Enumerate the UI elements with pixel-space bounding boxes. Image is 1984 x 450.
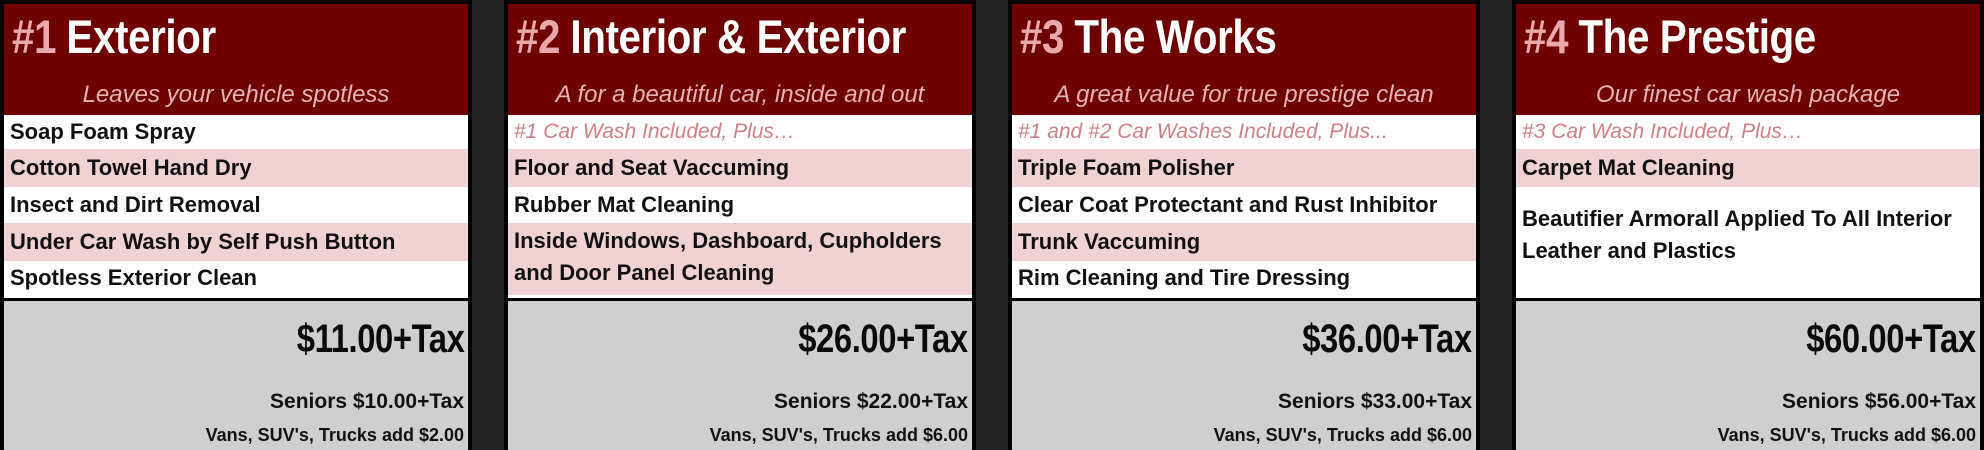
package-header: #1 Exterior Leaves your vehicle spotless [4, 0, 468, 115]
feature-note: #1 Car Wash Included, Plus… [514, 120, 795, 143]
price-box: $11.00+Tax Seniors $10.00+Tax Vans, SUV'… [4, 298, 468, 450]
feature-list: Soap Foam Spray Cotton Towel Hand Dry In… [4, 115, 468, 298]
vans-surcharge: Vans, SUV's, Trucks add $6.00 [1213, 425, 1472, 445]
package-card-the-prestige: #4 The Prestige Our finest car wash packa… [1512, 0, 1984, 450]
package-card-the-works: #3 The Works A great value for true prest… [1008, 0, 1480, 450]
seniors-price: Seniors $33.00+Tax [1278, 390, 1472, 413]
package-tagline: A for a beautiful car, inside and out [555, 81, 925, 108]
package-header: #3 The Works A great value for true prest… [1012, 0, 1476, 115]
package-name: Interior & Exterior [570, 10, 906, 63]
feature-item: Beautifier Armorall Applied To All Inter… [1522, 206, 1952, 263]
feature-note: #1 and #2 Car Washes Included, Plus... [1018, 120, 1388, 143]
package-name: Exterior [66, 10, 216, 63]
package-price: $60.00+Tax [1806, 317, 1977, 361]
package-card-exterior: #1 Exterior Leaves your vehicle spotless … [0, 0, 472, 450]
package-number: #4 [1524, 10, 1569, 63]
feature-item: Spotless Exterior Clean [10, 265, 257, 290]
vans-surcharge: Vans, SUV's, Trucks add $2.00 [205, 425, 464, 445]
feature-item: Insect and Dirt Removal [10, 192, 261, 217]
vans-surcharge: Vans, SUV's, Trucks add $6.00 [1717, 425, 1976, 445]
package-title: #1 Exterior [12, 8, 216, 66]
feature-item: Cotton Towel Hand Dry [4, 149, 468, 187]
package-header: #2 Interior & Exterior A for a beautiful … [508, 0, 972, 115]
package-title: #4 The Prestige [1524, 8, 1816, 66]
package-number: #1 [12, 10, 57, 63]
feature-item: Trunk Vaccuming [1012, 223, 1476, 261]
feature-list: #1 Car Wash Included, Plus… Floor and Se… [508, 115, 972, 298]
package-tagline: Leaves your vehicle spotless [82, 81, 390, 108]
package-price: $26.00+Tax [798, 317, 969, 361]
package-tagline: A great value for true prestige clean [1054, 81, 1434, 108]
package-title: #3 The Works [1020, 8, 1277, 66]
feature-item: Clear Coat Protectant and Rust Inhibitor [1018, 192, 1438, 217]
package-name: The Prestige [1578, 10, 1816, 63]
package-header: #4 The Prestige Our finest car wash packa… [1516, 0, 1980, 115]
package-name: The Works [1074, 10, 1277, 63]
package-number: #2 [516, 10, 561, 63]
feature-item: Floor and Seat Vaccuming [508, 149, 972, 187]
package-tagline: Our finest car wash package [1595, 81, 1901, 108]
feature-item: Soap Foam Spray [10, 119, 196, 144]
feature-item: Carpet Mat Cleaning [1516, 149, 1980, 187]
package-price: $36.00+Tax [1302, 317, 1473, 361]
feature-item: Rubber Mat Cleaning [514, 192, 735, 217]
feature-note: #3 Car Wash Included, Plus… [1522, 120, 1803, 143]
seniors-price: Seniors $56.00+Tax [1782, 390, 1976, 413]
seniors-price: Seniors $22.00+Tax [774, 390, 968, 413]
price-box: $26.00+Tax Seniors $22.00+Tax Vans, SUV'… [508, 298, 972, 450]
package-price: $11.00+Tax [296, 317, 464, 361]
feature-item: Rim Cleaning and Tire Dressing [1018, 265, 1351, 290]
feature-item: Under Car Wash by Self Push Button [4, 223, 468, 261]
vans-surcharge: Vans, SUV's, Trucks add $6.00 [709, 425, 968, 445]
package-title: #2 Interior & Exterior [516, 8, 906, 66]
price-box: $36.00+Tax Seniors $33.00+Tax Vans, SUV'… [1012, 298, 1476, 450]
package-card-interior-exterior: #2 Interior & Exterior A for a beautiful … [504, 0, 976, 450]
price-box: $60.00+Tax Seniors $56.00+Tax Vans, SUV'… [1516, 298, 1980, 450]
seniors-price: Seniors $10.00+Tax [270, 390, 464, 413]
feature-list: #1 and #2 Car Washes Included, Plus... T… [1012, 115, 1476, 298]
package-number: #3 [1020, 10, 1065, 63]
feature-list: #3 Car Wash Included, Plus… Carpet Mat C… [1516, 115, 1980, 298]
feature-item: Inside Windows, Dashboard, Cupholders an… [508, 223, 972, 295]
feature-item: Triple Foam Polisher [1012, 149, 1476, 187]
